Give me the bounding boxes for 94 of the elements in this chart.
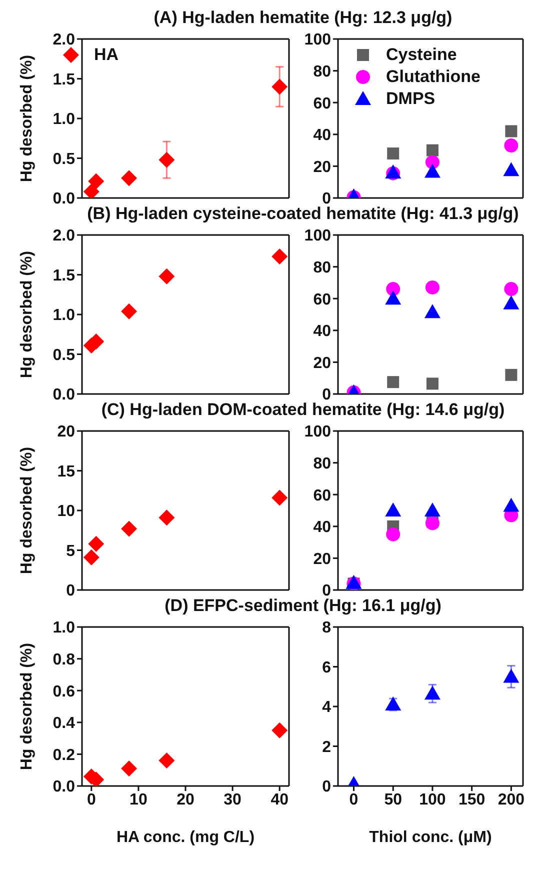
point xyxy=(272,248,288,264)
y-tick-label: 1.0 xyxy=(52,620,76,637)
y-tick-label: 0.0 xyxy=(52,778,76,796)
point xyxy=(158,752,175,769)
y-tick-label: 20 xyxy=(313,354,332,372)
y-tick-label: 0.5 xyxy=(52,150,76,168)
y-tick-label: 20 xyxy=(313,158,332,176)
x-tick-label: 200 xyxy=(498,791,525,808)
y-tick-label: 60 xyxy=(313,291,332,308)
point xyxy=(385,290,402,305)
point xyxy=(83,549,100,566)
y-tick-label: 100 xyxy=(304,424,332,441)
y-tick-label: 8 xyxy=(322,620,332,637)
y-axis-title: Hg desorbed (%) xyxy=(18,446,36,574)
point xyxy=(158,152,175,168)
y-axis-title: Hg desorbed (%) xyxy=(18,54,36,182)
point xyxy=(88,536,104,552)
y-tick-label: 40 xyxy=(313,519,332,536)
y-axis-title: Hg desorbed (%) xyxy=(18,642,36,770)
y-tick-label: 0.8 xyxy=(52,651,76,668)
point xyxy=(504,282,518,296)
x-tick-label: 20 xyxy=(176,791,194,808)
point xyxy=(158,510,175,526)
y-tick-label: 0 xyxy=(322,778,332,796)
y-tick-label: 2.0 xyxy=(52,32,76,49)
y-tick-label: 0.0 xyxy=(52,190,76,208)
y-tick-label: 20 xyxy=(313,550,332,568)
x-tick-label: 0 xyxy=(86,791,96,808)
y-tick-label: 80 xyxy=(313,455,332,472)
legend-label: Cysteine xyxy=(386,45,457,65)
y-tick-label: 15 xyxy=(57,463,76,480)
y-tick-label: 100 xyxy=(304,228,332,245)
y-tick-label: 0.6 xyxy=(52,683,76,700)
point xyxy=(387,376,400,388)
y-tick-label: 2 xyxy=(322,738,332,756)
y-tick-label: 5 xyxy=(66,542,76,560)
y-tick-label: 80 xyxy=(313,259,332,276)
x-axis-title: Thiol conc. (μM) xyxy=(369,829,492,846)
legend-label: HA xyxy=(94,45,119,65)
point xyxy=(505,368,518,381)
y-tick-label: 10 xyxy=(57,503,76,520)
y-tick-label: 0.2 xyxy=(52,746,76,764)
point xyxy=(503,668,520,683)
point xyxy=(503,498,520,512)
point xyxy=(503,295,520,310)
y-tick-label: 20 xyxy=(57,424,76,441)
y-tick-label: 100 xyxy=(304,32,332,49)
y-tick-label: 1.5 xyxy=(52,267,76,284)
point xyxy=(424,686,440,700)
x-tick-label: 50 xyxy=(384,791,402,808)
x-tick-label: 10 xyxy=(130,791,148,808)
y-tick-label: 60 xyxy=(313,95,332,112)
point xyxy=(158,268,175,284)
point xyxy=(88,173,104,190)
point xyxy=(386,527,400,542)
y-tick-label: 0.5 xyxy=(52,346,76,364)
y-tick-label: 2.0 xyxy=(52,228,76,245)
point xyxy=(424,304,440,318)
legend-label: DMPS xyxy=(386,89,436,109)
point xyxy=(385,502,402,516)
y-tick-label: 0.0 xyxy=(52,386,76,404)
point xyxy=(272,490,288,506)
legend-label: Glutathione xyxy=(386,67,480,87)
y-tick-label: 1.5 xyxy=(52,71,76,88)
point xyxy=(385,696,402,711)
point xyxy=(425,516,440,530)
chart-title: (A) Hg-laden hematite (Hg: 12.3 μg/g) xyxy=(152,8,454,29)
x-axis-title: HA conc. (mg C/L) xyxy=(116,829,255,846)
y-tick-label: 0 xyxy=(66,582,76,600)
y-axis-title: Hg desorbed (%) xyxy=(18,250,36,378)
point xyxy=(121,760,138,777)
x-tick-label: 150 xyxy=(458,791,486,808)
y-tick-label: 1.0 xyxy=(52,307,76,324)
point xyxy=(121,170,138,186)
x-tick-label: 100 xyxy=(419,791,446,808)
point xyxy=(83,184,100,198)
point xyxy=(121,303,138,320)
y-tick-label: 6 xyxy=(322,659,332,676)
point xyxy=(426,378,438,390)
x-tick-label: 0 xyxy=(349,791,358,808)
y-tick-label: 40 xyxy=(313,127,332,144)
y-tick-label: 60 xyxy=(313,487,332,504)
y-tick-label: 80 xyxy=(313,63,332,80)
point xyxy=(272,722,288,738)
y-tick-label: 1.0 xyxy=(52,111,76,128)
point xyxy=(121,520,138,537)
x-tick-label: 40 xyxy=(270,791,289,808)
y-tick-label: 40 xyxy=(313,323,332,340)
x-tick-label: 30 xyxy=(224,791,242,808)
point xyxy=(272,78,288,95)
y-tick-label: 0.4 xyxy=(52,715,76,732)
point xyxy=(425,280,440,294)
y-tick-label: 4 xyxy=(322,699,332,716)
point xyxy=(424,502,440,516)
